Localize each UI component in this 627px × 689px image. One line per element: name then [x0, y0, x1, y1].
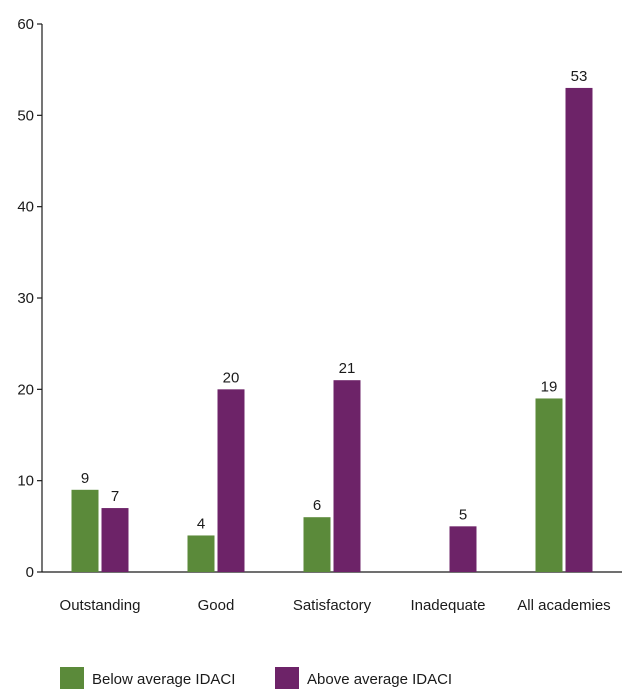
y-axis: 0 10 20 30 40 50 60	[17, 16, 43, 581]
y-tick-label: 10	[17, 473, 34, 490]
bar	[217, 389, 245, 572]
legend-swatch	[275, 667, 299, 689]
bar	[333, 380, 361, 572]
bar	[449, 526, 477, 572]
data-label: 4	[197, 515, 205, 532]
data-label: 53	[571, 68, 588, 85]
data-label: 6	[313, 497, 321, 514]
bar	[101, 508, 129, 572]
y-tick-label: 50	[17, 107, 34, 124]
category-label: Inadequate	[410, 597, 485, 614]
category-label: Satisfactory	[293, 597, 372, 614]
category-label: All academies	[517, 597, 610, 614]
bar	[303, 517, 331, 572]
data-label: 9	[81, 470, 89, 487]
data-label: 20	[223, 369, 240, 386]
data-labels: 9 7 4 20 6 21 5 19 53	[81, 68, 588, 533]
category-label: Good	[198, 597, 235, 614]
y-tick-label: 20	[17, 381, 34, 398]
bar	[565, 87, 593, 572]
data-label: 7	[111, 488, 119, 505]
bars	[71, 87, 593, 572]
y-tick-label: 30	[17, 290, 34, 307]
y-tick-label: 0	[26, 564, 34, 581]
legend-swatch	[60, 667, 84, 689]
data-label: 5	[459, 506, 467, 523]
category-labels: Outstanding Good Satisfactory Inadequate All…	[60, 597, 611, 614]
bar	[187, 535, 215, 572]
bar	[71, 489, 99, 572]
data-label: 21	[339, 360, 356, 377]
legend-label: Above average IDACI	[307, 671, 452, 688]
y-tick-label: 40	[17, 199, 34, 216]
bar	[535, 398, 563, 572]
category-label: Outstanding	[60, 597, 141, 614]
data-label: 19	[541, 378, 558, 395]
y-tick-label: 60	[17, 16, 34, 33]
legend-label: Below average IDACI	[92, 671, 235, 688]
legend: Below average IDACI Above average IDACI	[60, 667, 452, 689]
